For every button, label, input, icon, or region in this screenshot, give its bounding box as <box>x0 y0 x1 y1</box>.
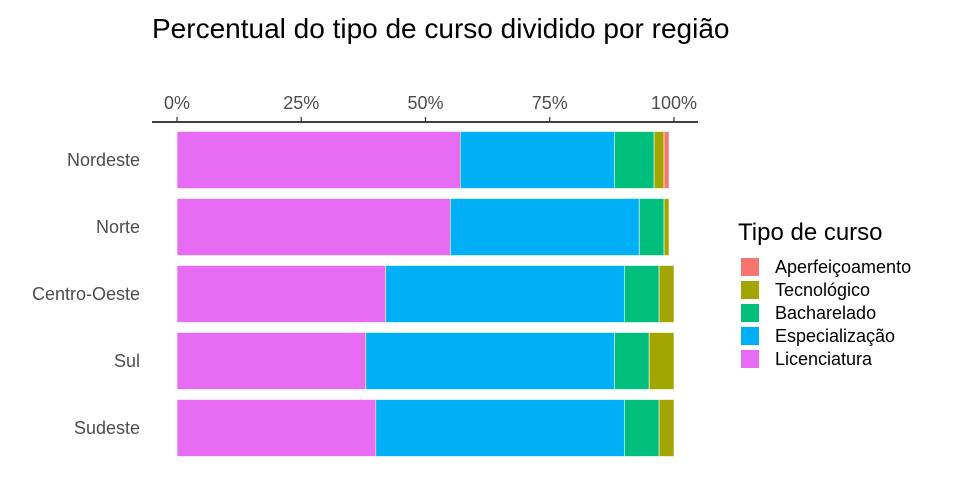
x-axis: 0% 25% 50% 75% 100% <box>152 93 698 123</box>
legend-label: Tecnológico <box>775 280 870 300</box>
legend-key <box>741 281 759 299</box>
bar-segment <box>614 332 650 390</box>
legend-key <box>741 327 759 345</box>
bar-segment <box>365 332 615 390</box>
y-axis: Nordeste Norte Centro-Oeste Sul Sudeste <box>32 150 140 438</box>
legend-key <box>741 258 759 276</box>
bar-segment <box>623 265 660 323</box>
x-tick-label: 50% <box>407 93 443 113</box>
bar-segment <box>176 399 377 457</box>
bar-segment <box>663 131 670 189</box>
bar-segment <box>653 131 665 189</box>
x-tick-label: 0% <box>164 93 190 113</box>
bars <box>176 131 675 457</box>
chart-title: Percentual do tipo de curso dividido por… <box>152 13 729 44</box>
legend-label: Licenciatura <box>775 349 873 369</box>
legend-key <box>741 304 759 322</box>
legend-key <box>741 350 759 368</box>
y-category-label: Norte <box>96 217 140 237</box>
bar-segment <box>658 265 675 323</box>
bar-segment <box>663 198 670 256</box>
bar-segment <box>658 399 675 457</box>
bar-segment <box>176 265 387 323</box>
legend-label: Aperfeiçoamento <box>775 257 911 277</box>
bar-segment <box>623 399 660 457</box>
bar-segment <box>375 399 625 457</box>
bar-segment <box>385 265 625 323</box>
legend: Tipo de curso Aperfeiçoamento Tecnológico… <box>738 219 911 369</box>
x-tick-label: 25% <box>283 93 319 113</box>
legend-title: Tipo de curso <box>738 219 883 246</box>
bar-segment <box>614 131 655 189</box>
legend-label: Especialização <box>775 326 895 346</box>
y-category-label: Centro-Oeste <box>32 284 140 304</box>
legend-label: Bacharelado <box>775 303 876 323</box>
bar-segment <box>648 332 675 390</box>
bar-segment <box>176 198 451 256</box>
bar-segment <box>638 198 665 256</box>
bar-segment <box>176 131 461 189</box>
x-tick-label: 75% <box>532 93 568 113</box>
y-category-label: Sudeste <box>74 418 140 438</box>
y-category-label: Nordeste <box>67 150 140 170</box>
x-tick-label: 100% <box>651 93 697 113</box>
bar-segment <box>459 131 615 189</box>
bar-segment <box>450 198 640 256</box>
y-category-label: Sul <box>114 351 140 371</box>
bar-segment <box>176 332 367 390</box>
